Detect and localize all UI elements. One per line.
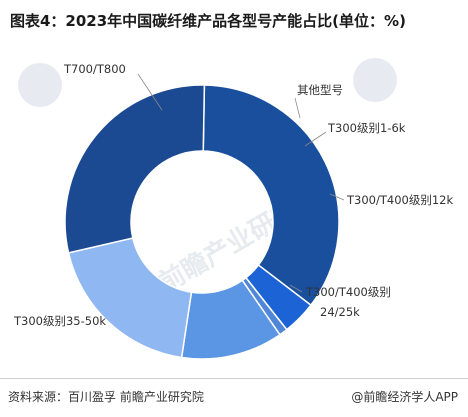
slice-label-other: 其他型号 [297, 83, 343, 97]
slice-label-t300-12k: T300/T400级别12k [346, 193, 453, 207]
watermark-logo [18, 63, 62, 107]
donut-slice [64, 84, 206, 254]
source-note: 资料来源：百川盈孚 前瞻产业研究院 [8, 390, 204, 404]
slice-label-t300-24k-line2: 24/25k [320, 305, 360, 319]
footer: 资料来源：百川盈孚 前瞻产业研究院 @前瞻经济学人APP [0, 378, 468, 417]
slice-label-t300-24k-line1: T300/T400级别 [305, 285, 391, 299]
slice-label-t700: T700/T800 [63, 62, 126, 76]
slice-label-t300-35-50k: T300级别35-50k [13, 314, 106, 328]
donut-slice [67, 237, 193, 359]
donut-slices [64, 84, 340, 360]
leader-line [304, 131, 327, 147]
leader-line [329, 193, 345, 201]
slice-label-t300-24k: T300/T400级别 24/25k [305, 285, 394, 319]
leader-line [289, 284, 303, 293]
donut-slice [202, 84, 340, 307]
slice-labels: T700/T800 其他型号 T300级别1-6k T300/T400级别12k… [13, 62, 453, 328]
donut-chart: 前瞻产业研究院 T700/T800 其他型号 T300级别1-6k T300/T… [13, 58, 453, 360]
leader-line [137, 73, 163, 111]
slice-label-t300-1-6k: T300级别1-6k [327, 121, 406, 135]
watermark-logo [353, 58, 397, 102]
brand-credit: @前瞻经济学人APP [351, 390, 458, 404]
leader-line [294, 97, 301, 119]
leader-lines [137, 73, 345, 293]
chart-title: 图表4：2023年中国碳纤维产品各型号产能占比(单位：%) [10, 12, 406, 30]
